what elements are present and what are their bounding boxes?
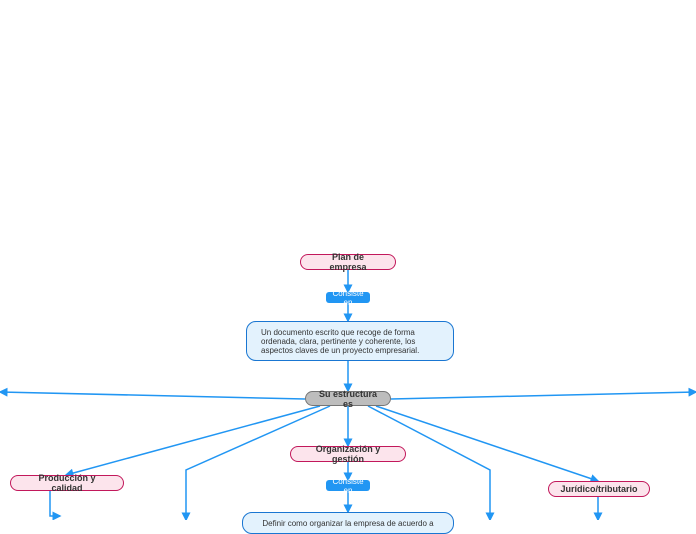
node-consiste-2: Consiste en xyxy=(326,480,370,491)
node-plan-empresa: Plan de empresa xyxy=(300,254,396,270)
node-label: Un documento escrito que recoge de forma… xyxy=(261,328,439,355)
node-definir: Definir como organizar la empresa de acu… xyxy=(242,512,454,534)
node-consiste-1: Consiste en xyxy=(326,292,370,303)
node-label: Plan de empresa xyxy=(313,252,383,272)
node-label: Consiste en xyxy=(332,477,363,495)
node-juridico: Jurídico/tributario xyxy=(548,481,650,497)
node-estructura: Su estructura es xyxy=(305,391,391,406)
node-label: Jurídico/tributario xyxy=(561,484,638,494)
node-organizacion: Organización y gestión xyxy=(290,446,406,462)
node-produccion: Producción y calidad xyxy=(10,475,124,491)
node-label: Organización y gestión xyxy=(303,444,393,464)
node-label: Consiste en xyxy=(332,289,363,307)
node-label: Producción y calidad xyxy=(23,473,111,493)
node-label: Su estructura es xyxy=(318,389,378,409)
node-documento: Un documento escrito que recoge de forma… xyxy=(246,321,454,361)
